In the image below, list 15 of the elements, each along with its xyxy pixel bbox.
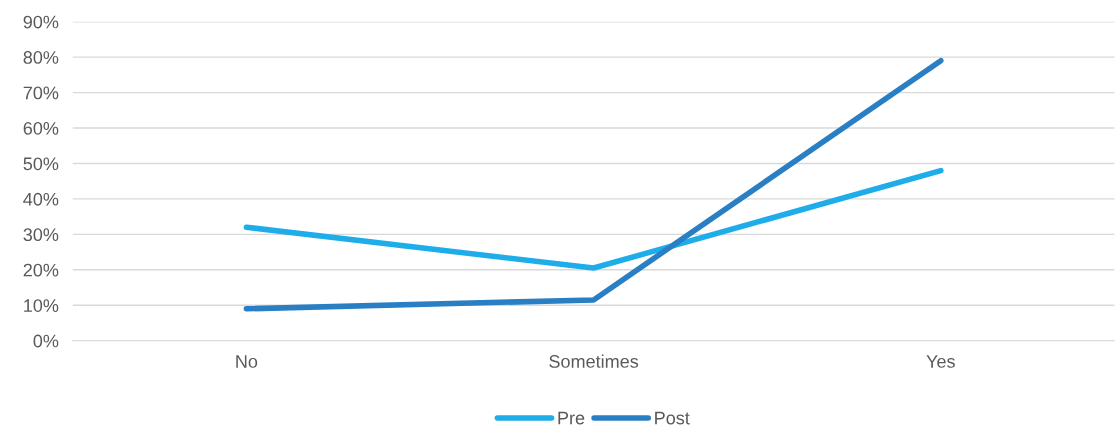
y-tick-label: 80% — [23, 51, 59, 64]
y-tick-label: 90% — [23, 15, 59, 29]
y-tick-label: 40% — [23, 192, 59, 206]
y-tick-label: 10% — [24, 299, 59, 312]
x-tick-label: Sometimes — [549, 354, 639, 368]
y-tick-label: 20% — [23, 263, 59, 277]
y-tick-label: 30% — [23, 228, 59, 242]
legend-label: Pre — [558, 411, 585, 425]
x-tick-label: Yes — [926, 355, 955, 368]
x-tick-label: No — [236, 355, 258, 368]
legend-label: Post — [655, 411, 690, 425]
y-tick-label: 50% — [23, 157, 59, 171]
y-tick-label: 0% — [33, 334, 59, 348]
y-tick-label: 60% — [23, 121, 59, 135]
y-tick-label: 70% — [23, 86, 59, 100]
